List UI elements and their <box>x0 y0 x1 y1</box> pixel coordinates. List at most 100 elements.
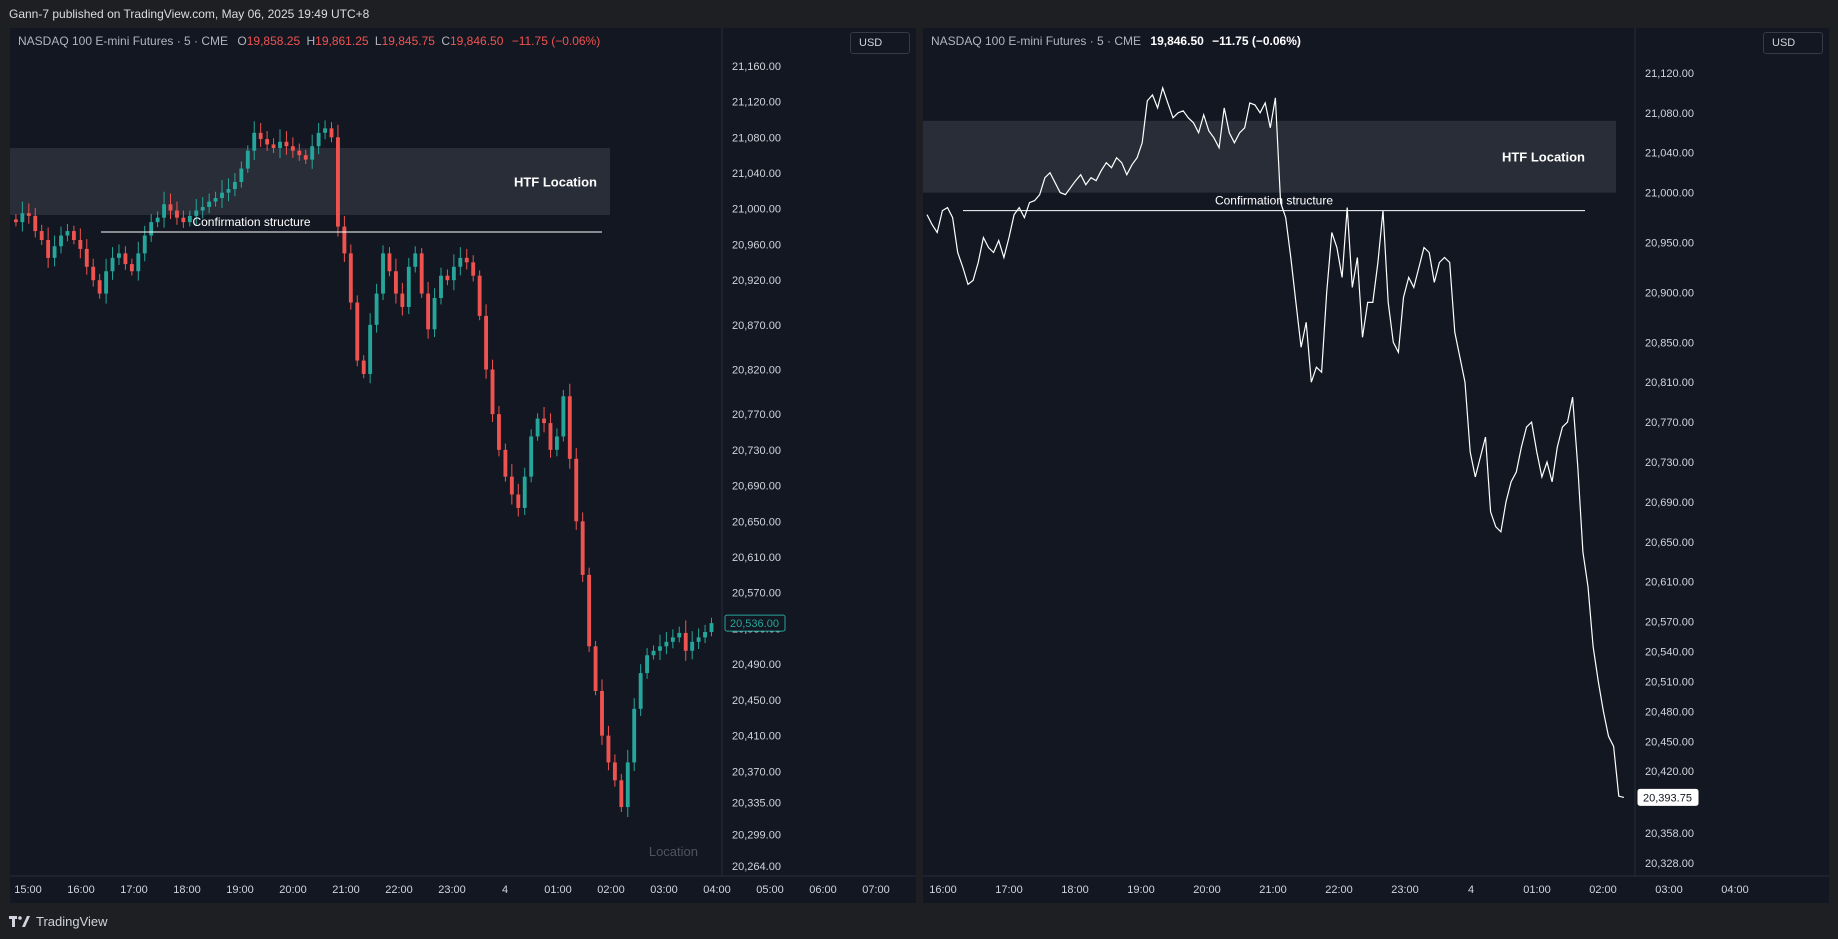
candle-body <box>52 246 57 258</box>
candle-body <box>78 239 83 249</box>
candle-body <box>509 476 514 495</box>
candle-body <box>207 201 212 207</box>
candle-body <box>187 215 192 223</box>
y-tick-label: 20,450.00 <box>732 695 781 707</box>
candle-body <box>632 708 637 763</box>
y-tick-label: 21,000.00 <box>1645 188 1694 200</box>
y-tick-label: 20,480.00 <box>1645 706 1694 718</box>
candle-body <box>548 423 553 450</box>
candle-body <box>445 275 450 281</box>
candle-body <box>503 449 508 477</box>
bottom-brand-bar: TradingView <box>0 903 1838 939</box>
candle-body <box>46 239 51 258</box>
candle-body <box>316 132 321 147</box>
candle-body <box>638 673 643 709</box>
last-price-label: 20,536.00 <box>730 618 779 630</box>
candle-body <box>606 735 611 763</box>
candle-body <box>361 360 366 374</box>
right-currency-button[interactable]: USD <box>1763 32 1823 54</box>
right-chart-pane[interactable]: HTF Location Confirmation structure 21,120… <box>923 28 1829 903</box>
y-tick-label: 20,810.00 <box>1645 377 1694 389</box>
left-open-value: 19,858.25 <box>246 34 301 48</box>
candle-body <box>284 141 289 147</box>
time-axis-background <box>923 876 1829 903</box>
candle-body <box>587 574 592 647</box>
x-tick-label: 4 <box>1468 884 1474 896</box>
candle-body <box>155 217 160 223</box>
y-tick-label: 20,850.00 <box>1645 337 1694 349</box>
right-line-chart[interactable]: HTF Location Confirmation structure 21,120… <box>923 28 1829 903</box>
left-currency-button[interactable]: USD <box>850 32 910 54</box>
y-tick-label: 20,510.00 <box>1645 676 1694 688</box>
x-tick-label: 19:00 <box>1127 884 1155 896</box>
published-line: Gann-7 published on TradingView.com, May… <box>9 7 370 21</box>
left-low-value: 19,845.75 <box>381 34 435 48</box>
candle-body <box>529 436 534 477</box>
candle-body <box>252 132 257 151</box>
y-tick-label: 20,730.00 <box>732 445 781 457</box>
y-tick-label: 20,690.00 <box>1645 497 1694 509</box>
candle-body <box>348 253 353 303</box>
y-tick-label: 20,299.00 <box>732 830 781 842</box>
left-chart-pane[interactable]: HTF Location Confirmation structure Locati… <box>10 28 916 903</box>
y-tick-label: 20,370.00 <box>732 766 781 778</box>
candle-body <box>670 637 675 642</box>
candle-body <box>239 168 244 182</box>
candle-body <box>336 137 340 227</box>
candle-body <box>33 215 38 232</box>
candle-body <box>355 302 360 361</box>
last-price-tag <box>1637 788 1699 806</box>
candle-body <box>297 150 302 156</box>
right-last-value: 19,846.50 <box>1150 34 1204 48</box>
candle-body <box>645 655 650 674</box>
candle-body <box>413 253 418 267</box>
candle-body <box>387 253 392 272</box>
x-tick-label: 21:00 <box>1259 884 1287 896</box>
left-close-value: 19,846.50 <box>449 34 504 48</box>
y-tick-label: 21,040.00 <box>732 168 781 180</box>
left-symbol: NASDAQ 100 E-mini Futures · 5 · CME <box>18 34 229 48</box>
candle-body <box>490 369 495 415</box>
brand-name: TradingView <box>36 914 108 929</box>
candle-body <box>65 231 70 236</box>
x-tick-label: 23:00 <box>1391 884 1419 896</box>
candle-body <box>149 222 154 236</box>
candle-body <box>451 266 456 281</box>
y-tick-label: 20,420.00 <box>1645 766 1694 778</box>
last-price-tag <box>724 614 786 632</box>
candle-body <box>664 641 669 647</box>
candle-body <box>542 418 546 424</box>
publish-info-bar: Gann-7 published on TradingView.com, May… <box>0 0 1838 28</box>
candle-body <box>59 235 63 247</box>
candle-body <box>484 315 489 370</box>
candle-body <box>625 762 630 808</box>
candle-body <box>619 780 624 808</box>
left-candlestick-chart[interactable]: HTF Location Confirmation structure Locati… <box>10 28 916 903</box>
confirmation-structure-label: Confirmation structure <box>1215 194 1333 208</box>
y-tick-label: 20,450.00 <box>1645 736 1694 748</box>
confirmation-structure-label: Confirmation structure <box>192 215 310 229</box>
candle-body <box>574 458 579 522</box>
candle-body <box>110 257 115 272</box>
candle-body <box>567 396 572 459</box>
location-watermark: Location <box>649 844 698 859</box>
candle-body <box>368 324 373 374</box>
candle-body <box>561 396 566 437</box>
candle-body <box>123 253 128 265</box>
x-tick-label: 22:00 <box>1325 884 1353 896</box>
left-high-value: 19,861.25 <box>315 34 369 48</box>
candle-body <box>393 271 398 294</box>
candle-body <box>168 204 173 211</box>
left-close-label: C <box>441 34 450 48</box>
candle-body <box>265 139 270 145</box>
candle-body <box>200 206 205 211</box>
candle-body <box>194 210 199 216</box>
x-tick-label: 02:00 <box>597 884 625 896</box>
y-tick-label: 20,570.00 <box>1645 617 1694 629</box>
htf-location-label: HTF Location <box>514 175 597 190</box>
left-open-label: O <box>237 34 247 48</box>
x-tick-label: 03:00 <box>1655 884 1683 896</box>
candle-body <box>26 213 31 216</box>
candle-body <box>220 192 224 199</box>
tradingview-brand[interactable]: TradingView <box>9 914 108 929</box>
